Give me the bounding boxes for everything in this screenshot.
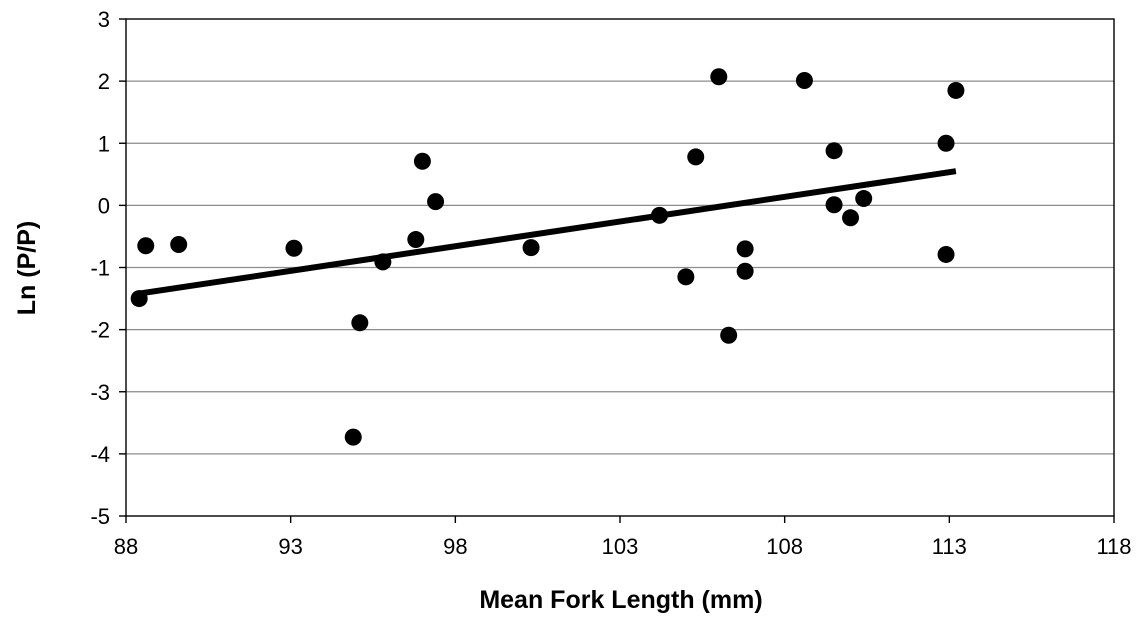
axes [119,18,1115,523]
gridlines [126,80,1114,455]
x-tick-label: 98 [443,534,467,559]
data-point [937,245,955,263]
x-tick-label: 118 [1096,534,1131,559]
x-tick-label: 113 [932,534,967,559]
data-point [795,72,813,90]
y-tick-labels: 3 2 1 0 -1 -2 -3 -4 -5 [90,7,110,529]
data-point [137,237,155,255]
data-point [825,196,843,214]
y-tick-label: -5 [90,504,110,529]
data-point [736,262,754,280]
y-tick-label: -4 [90,442,110,467]
data-point [285,239,303,257]
data-point [825,142,843,160]
y-tick-label: 2 [98,69,110,94]
data-point [170,236,188,254]
data-point [710,68,728,86]
data-point [522,239,540,257]
trendline-group [138,168,957,297]
y-tick-label: -2 [90,318,110,343]
data-point [947,81,965,99]
x-axis-title: Mean Fork Length (mm) [479,586,762,614]
x-tick-label: 93 [278,534,302,559]
x-tick-labels: 88 93 98 103 108 113 118 [114,534,1132,559]
data-point [842,209,860,227]
data-point [344,428,362,446]
x-tick-label: 103 [602,534,639,559]
data-point [937,134,955,152]
y-tick-label: -1 [90,256,110,281]
y-tick-label: -3 [90,380,110,405]
y-tick-label: 1 [98,131,110,156]
data-point [687,148,705,166]
y-axis-title: Ln (P/P) [13,221,41,315]
data-points [130,68,965,446]
data-point [413,152,431,170]
x-tick-label: 108 [766,534,803,559]
data-point [427,193,445,211]
data-point [736,240,754,258]
data-point [677,268,695,286]
x-tick-label: 88 [114,534,138,559]
data-point [855,190,873,208]
y-tick-label: 3 [98,7,110,32]
trendline [138,168,957,297]
data-point [720,326,738,344]
data-point [351,314,369,332]
data-point [407,231,425,249]
y-tick-label: 0 [98,193,110,218]
